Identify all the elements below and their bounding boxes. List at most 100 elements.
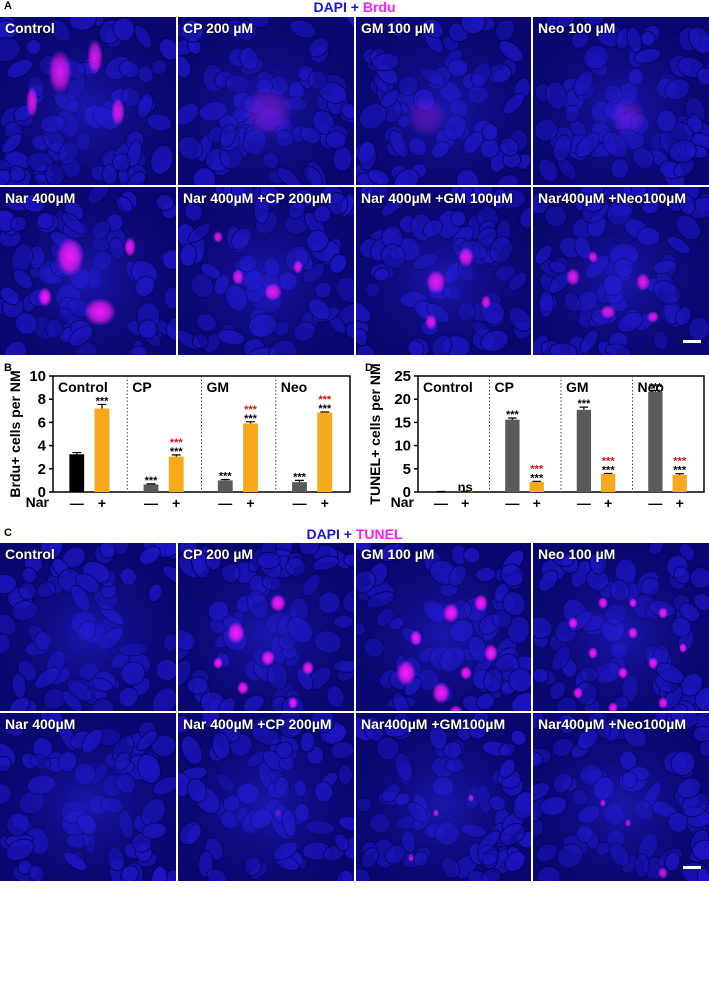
y-tick-label: 2 [38, 461, 46, 478]
tile-label: Control [5, 20, 55, 36]
x-tick-symbol: — [70, 495, 84, 511]
panel-d-letter: D [365, 362, 373, 374]
micrograph-image [356, 543, 531, 711]
brdu-label: Brdu [362, 0, 396, 15]
tile-label: Nar400µM +Neo100µM [538, 716, 687, 732]
group-label: Control [58, 379, 108, 395]
error-bar [320, 411, 330, 413]
significance-label: *** [145, 475, 159, 487]
error-bar [508, 417, 517, 420]
significance-label: *** [602, 464, 616, 476]
tile-label: Nar 400µM [5, 716, 76, 732]
bar [576, 409, 592, 492]
significance-label: *** [96, 395, 110, 407]
x-tick-symbol: + [246, 495, 254, 511]
significance-label: *** [602, 455, 616, 467]
x-tick-symbol: — [293, 495, 307, 511]
x-tick-symbol: + [604, 495, 612, 511]
panel-c-tile: CP 200 µM [178, 543, 354, 711]
bar [601, 473, 616, 492]
micrograph-image [0, 713, 176, 881]
significance-label: *** [244, 404, 258, 416]
error-bar [146, 483, 156, 485]
bar [69, 454, 85, 492]
panel-a-tile: Control [0, 17, 176, 185]
tile-label: Nar400µM +Neo100µM [538, 190, 687, 206]
tile-label: CP 200 µM [183, 546, 254, 562]
error-bar [97, 403, 107, 409]
panel-a-tile: Nar 400µM +CP 200µM [178, 187, 354, 355]
plus-sign: + [346, 0, 363, 15]
significance-label: ns [458, 479, 473, 494]
bar [243, 423, 258, 492]
micrograph-image [0, 17, 176, 185]
error-bar [579, 406, 589, 410]
scale-bar [683, 340, 701, 343]
bar [94, 408, 110, 492]
error-bar [246, 421, 255, 424]
bar [529, 481, 544, 492]
x-tick-symbol: — [434, 495, 448, 511]
panel-a-tile: Nar 400µM [0, 187, 176, 355]
tile-label: Nar 400µM +CP 200µM [183, 190, 332, 206]
dapi-label: DAPI [306, 526, 340, 542]
bar [143, 484, 159, 492]
y-tick-label: 6 [38, 414, 46, 431]
micrograph-image [178, 543, 354, 711]
group-label: GM [207, 379, 230, 395]
error-bar [651, 389, 660, 392]
y-tick-label: 10 [394, 438, 411, 455]
panel-a-stain-title: DAPI + Brdu [0, 0, 709, 15]
tunel-label: TUNEL [355, 526, 403, 542]
group-label: CP [495, 379, 514, 395]
panel-c-tile: Nar 400µM [0, 713, 176, 881]
x-tick-symbol: + [676, 495, 684, 511]
bar [317, 412, 333, 492]
panel-a-tile: Nar400µM +Neo100µM [533, 187, 709, 355]
panel-a-tile: GM 100 µM [356, 17, 531, 185]
tile-label: Nar400µM +GM100µM [361, 716, 506, 732]
bar [648, 391, 663, 492]
y-tick-label: 0 [403, 484, 411, 501]
significance-label: *** [649, 381, 663, 393]
bar [168, 456, 184, 492]
x-tick-symbol: + [172, 495, 180, 511]
micrograph-image [356, 17, 531, 185]
tile-label: GM 100 µM [361, 546, 435, 562]
x-tick-symbol: — [505, 495, 519, 511]
panel-c-tile: Control [0, 543, 176, 711]
micrograph-image [178, 17, 354, 185]
panel-c-tile: Neo 100 µM [533, 543, 709, 711]
micrograph-image [0, 543, 176, 711]
significance-label: *** [293, 471, 307, 483]
tile-label: Neo 100 µM [538, 20, 616, 36]
significance-label: *** [170, 437, 184, 449]
tile-label: GM 100 µM [361, 20, 435, 36]
panel-c-stain-title: DAPI + TUNEL [0, 526, 709, 542]
group-label: Neo [281, 379, 307, 395]
panel-a-letter: A [4, 0, 12, 12]
significance-label: *** [244, 413, 258, 425]
y-tick-label: 25 [394, 368, 411, 385]
group-label: Neo [638, 379, 664, 395]
brdu-bar-chart: 0 2 4 6 8 10 Brdu+ cells per NM Control — + *** CP —… [7, 368, 351, 511]
x-tick-symbol: — [218, 495, 232, 511]
panel-c-tile: GM 100 µM [356, 543, 531, 711]
x-tick-symbol: + [461, 495, 469, 511]
tile-label: Neo 100 µM [538, 546, 616, 562]
micrograph-image [178, 187, 354, 355]
significance-label: *** [673, 456, 687, 468]
micrograph-image [356, 713, 531, 881]
x-tick-symbol: + [98, 495, 106, 511]
micrograph-image [533, 713, 709, 881]
micrograph-image [533, 187, 709, 355]
significance-label: *** [170, 446, 184, 458]
group-label: GM [566, 379, 589, 395]
y-tick-label: 20 [394, 391, 411, 408]
error-bar [72, 451, 82, 455]
significance-label: *** [506, 409, 520, 421]
significance-label: *** [318, 403, 332, 415]
plus-sign: + [339, 526, 356, 542]
y-tick-label: 15 [394, 414, 411, 431]
panel-a-tile: CP 200 µM [178, 17, 354, 185]
